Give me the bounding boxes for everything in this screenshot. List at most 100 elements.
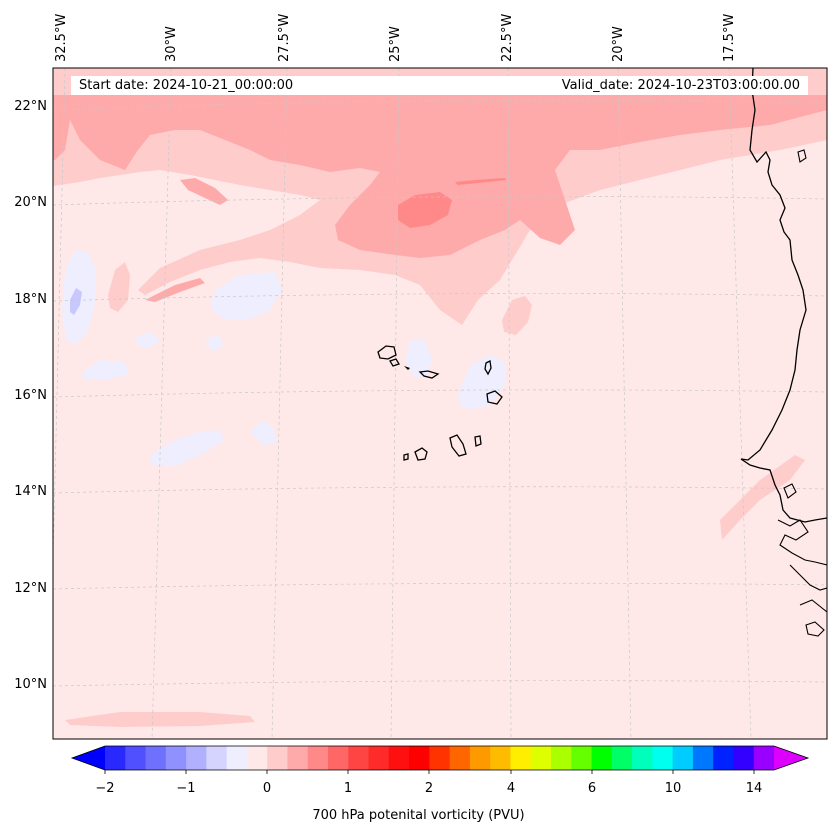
island-boa-vista [486,390,503,405]
longitude-labels: 32.5°W 30°W 27.5°W 25°W 22.5°W 20°W 17.5… [54,14,737,62]
colorbar-segment [429,746,451,770]
colorbar-tick-label: 4 [507,781,515,796]
lat-label: 18°N [14,292,47,307]
colorbar-tick-label: 6 [588,781,596,796]
colorbar-segment [490,746,512,770]
coast-detail-1 [777,519,827,566]
coast-detail-4 [805,621,825,637]
coast-detail-2 [789,564,827,591]
pv-patch-4 [65,712,255,727]
lon-label: 25°W [388,26,403,62]
island-santo-antao [377,345,397,360]
colorbar-segment [591,746,613,770]
colorbar-segment [206,746,228,770]
island-santa-luzia [404,366,410,370]
colorbar-tick-label: 1 [344,781,352,796]
colorbar-segment [672,746,694,770]
date-banner: Start date: 2024-10-21_00:00:00 Valid_da… [71,76,808,95]
colorbar-title: 700 hPa potenital vorticity (PVU) [312,808,525,823]
cape-verde-islands [377,345,503,461]
colorbar-tick-label: 2 [425,781,433,796]
colorbar-tick-labels: −2 −1 0 1 2 4 6 10 14 [95,781,762,796]
lat-label: 10°N [14,677,47,692]
colorbar-tick-label: 14 [746,781,763,796]
colorbar-segment [632,746,653,770]
pv-core [398,192,452,228]
pv-patch-5 [180,178,228,205]
colorbar-tick-label: 0 [263,781,271,796]
lon-label: 27.5°W [277,14,292,62]
pv-patch-7 [145,278,205,302]
pv-streak [455,178,506,185]
colorbar-segment [105,746,126,770]
neg-patch-core [70,288,82,315]
colorbar-segment [449,746,471,770]
lat-label: 12°N [14,581,47,596]
colorbar-segment [733,746,755,770]
neg-patch-9 [205,335,224,352]
colorbar-segment [652,746,674,770]
colorbar-segment [287,746,309,770]
colorbar-segment [226,746,248,770]
valid-date-text: Valid_date: 2024-10-23T03:00:00.00 [561,78,800,93]
colorbar-segment [186,746,207,770]
island-brava [403,453,409,461]
lat-label: 22°N [14,99,47,114]
colorbar-segment [510,746,532,770]
canary-island [797,149,807,163]
colorbar-segment [571,746,593,770]
lat-label: 16°N [14,388,47,403]
colorbar-segment [165,746,187,770]
colorbar-segment [469,746,491,770]
negative-pv-patches [62,250,505,466]
colorbar-segment [713,746,735,770]
pv-patch-1 [502,296,532,335]
lon-label: 20°W [611,26,626,62]
colorbar-extend-min [72,746,105,770]
map-frame [52,67,828,740]
colorbar-extend-max [774,746,808,770]
colorbar [70,745,810,774]
island-maio [474,435,482,447]
colorbar-segment [530,746,552,770]
coast-detail-5 [783,483,797,499]
neg-patch-8 [135,332,160,348]
colorbar-tick-label: −1 [176,781,195,796]
colorbar-segment [388,746,410,770]
island-sal [484,360,492,376]
lat-label: 20°N [14,195,47,210]
africa-coastline [740,68,827,523]
colorbar-segment [368,746,390,770]
pv-patch-3 [720,455,805,540]
lon-label: 17.5°W [722,14,737,62]
neg-patch-7 [250,420,276,446]
lat-label: 14°N [14,484,47,499]
start-date-text: Start date: 2024-10-21_00:00:00 [79,78,294,93]
colorbar-segment [267,746,289,770]
colorbar-segment [145,746,167,770]
pv-patch-6 [332,124,368,152]
island-santiago [449,434,467,457]
colorbar-tick-label: 10 [665,781,682,796]
colorbar-segment [551,746,572,770]
colorbar-segment [328,746,349,770]
neg-patch-6 [150,430,224,466]
colorbar-segment [753,746,775,770]
colorbar-segment [246,746,268,770]
colorbar-tick-label: −2 [95,781,114,796]
colorbar-segment [307,746,329,770]
colorbar-segment [409,746,430,770]
lon-label: 32.5°W [54,14,69,62]
neg-patch-4 [458,355,505,410]
island-sao-nicolau [418,370,440,379]
colorbar-segment [611,746,633,770]
colorbar-segment [692,746,714,770]
pv-region-mid [53,95,827,258]
lon-label: 30°W [164,26,179,62]
colorbar-segment [348,746,370,770]
latitude-labels: 22°N 20°N 18°N 16°N 14°N 12°N 10°N [14,99,47,692]
colorbar-segment [125,746,147,770]
island-fogo [414,447,428,461]
neg-patch-3 [405,340,432,378]
